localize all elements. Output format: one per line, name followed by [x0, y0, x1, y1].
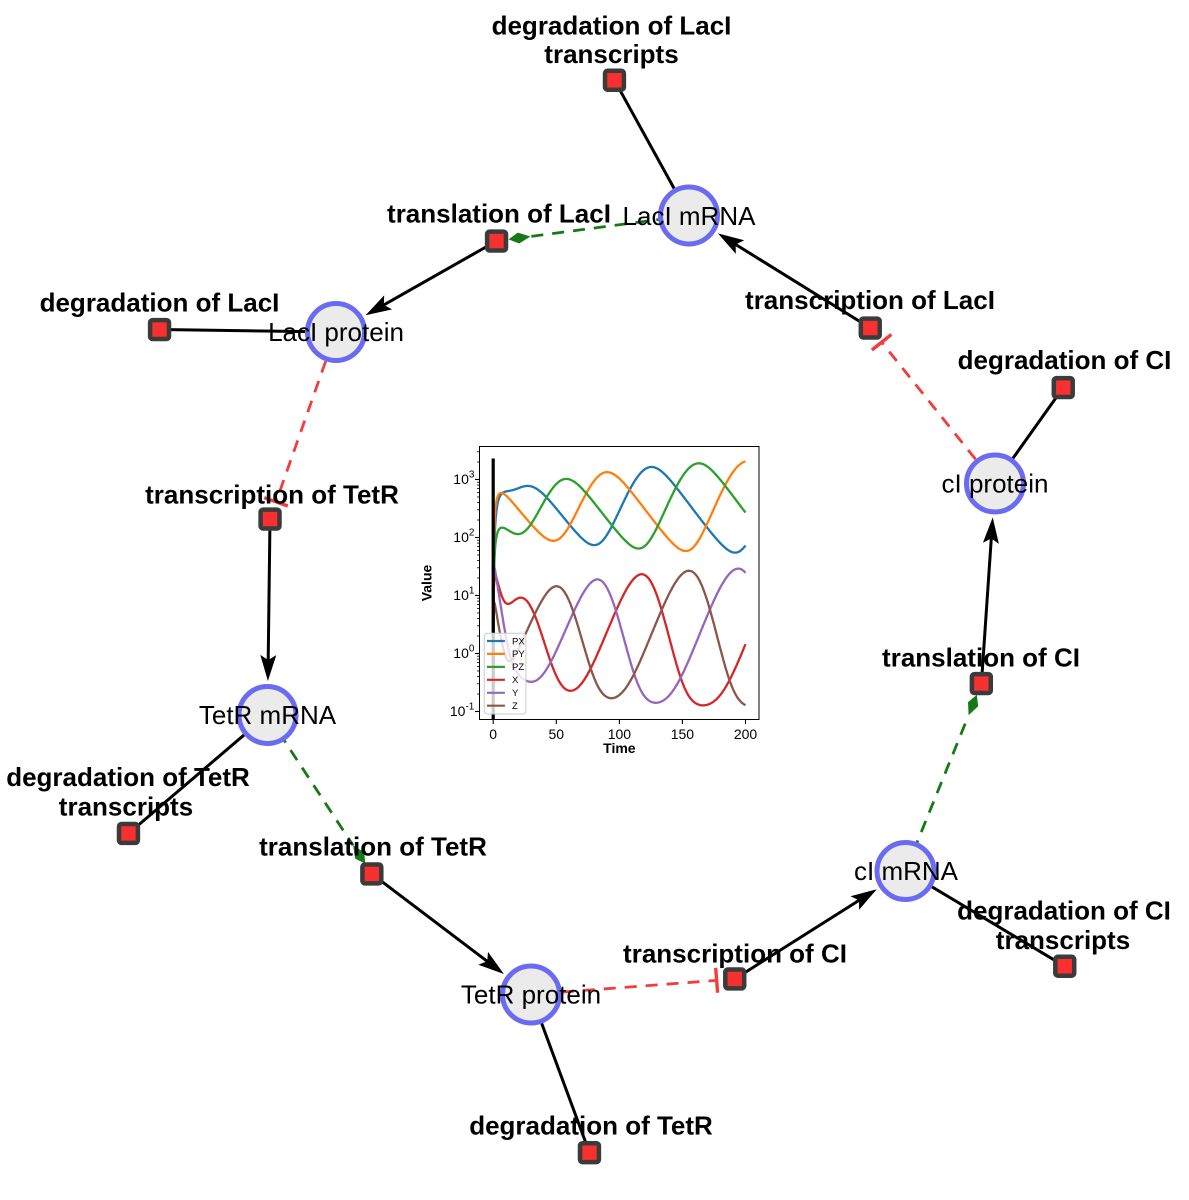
svg-text:degradation of LacI: degradation of LacI — [492, 11, 732, 41]
svg-text:translation of LacI: translation of LacI — [387, 199, 611, 229]
svg-text:translation of TetR: translation of TetR — [259, 832, 487, 862]
svg-text:Time: Time — [603, 740, 636, 756]
svg-text:Z: Z — [512, 701, 518, 712]
svg-text:transcription of LacI: transcription of LacI — [745, 285, 995, 315]
svg-text:degradation of CI: degradation of CI — [958, 345, 1172, 375]
svg-text:200: 200 — [734, 726, 758, 742]
svg-text:LacI mRNA: LacI mRNA — [623, 201, 757, 231]
svg-text:Y: Y — [512, 688, 519, 699]
svg-text:transcription of CI: transcription of CI — [623, 939, 847, 969]
svg-text:Value: Value — [419, 565, 435, 602]
svg-text:cI mRNA: cI mRNA — [854, 856, 959, 886]
svg-text:PX: PX — [512, 636, 525, 647]
svg-text:TetR mRNA: TetR mRNA — [199, 700, 337, 730]
svg-text:PY: PY — [512, 649, 525, 660]
svg-text:cI protein: cI protein — [942, 469, 1049, 499]
svg-text:LacI protein: LacI protein — [268, 317, 404, 347]
svg-text:degradation of LacI: degradation of LacI — [40, 288, 280, 318]
svg-text:PZ: PZ — [512, 662, 524, 673]
svg-text:transcripts: transcripts — [59, 792, 193, 822]
svg-text:degradation of CI: degradation of CI — [957, 896, 1171, 926]
svg-text:translation of CI: translation of CI — [882, 643, 1080, 673]
svg-text:100: 100 — [608, 726, 632, 742]
svg-text:150: 150 — [671, 726, 695, 742]
svg-text:0: 0 — [489, 726, 497, 742]
svg-text:transcripts: transcripts — [996, 925, 1130, 955]
svg-text:degradation of TetR: degradation of TetR — [6, 762, 250, 792]
svg-text:degradation of TetR: degradation of TetR — [469, 1111, 713, 1141]
svg-text:X: X — [512, 675, 519, 686]
svg-text:transcription of TetR: transcription of TetR — [145, 480, 399, 510]
svg-text:50: 50 — [549, 726, 565, 742]
svg-text:TetR protein: TetR protein — [461, 980, 601, 1010]
svg-text:transcripts: transcripts — [544, 39, 678, 69]
